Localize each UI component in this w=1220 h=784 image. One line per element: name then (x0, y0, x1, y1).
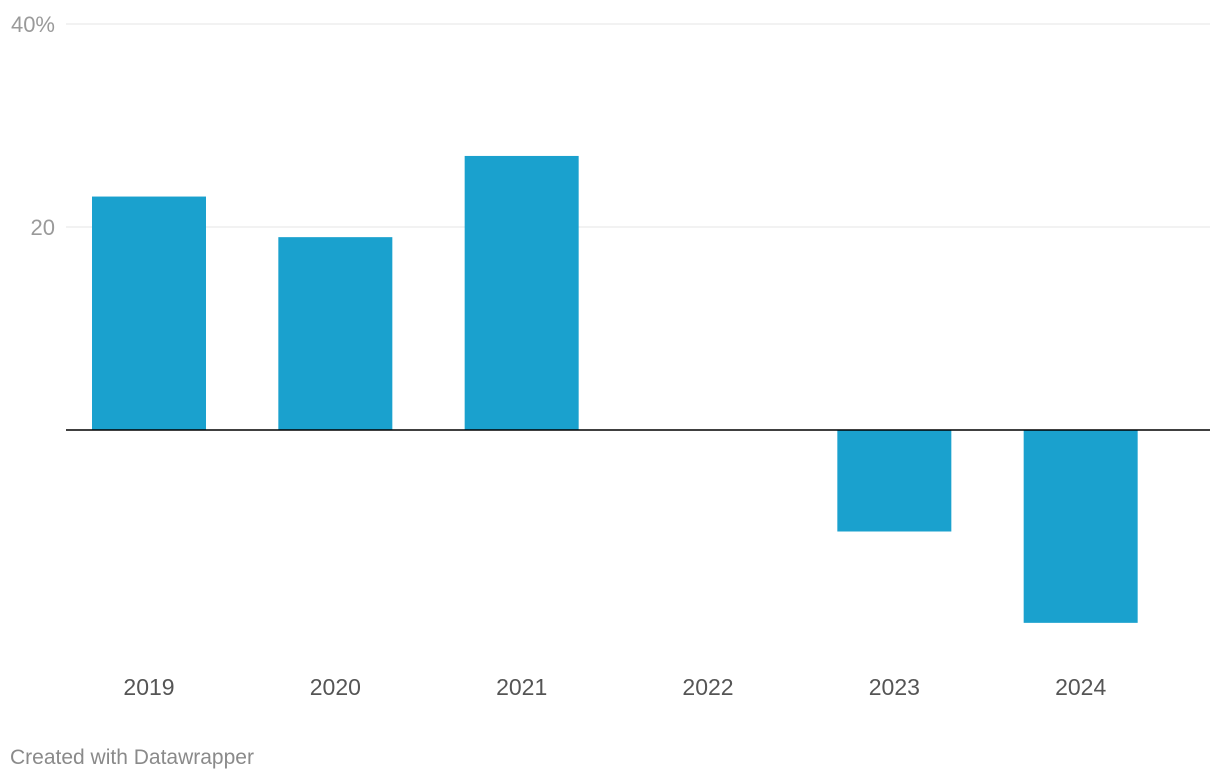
x-tick-label: 2024 (1055, 674, 1106, 700)
category-labels: 2019 2020 2021 2022 2023 2024 (123, 674, 1106, 700)
gridlines: 40% 20 (11, 12, 1210, 240)
credit-footer: Created with Datawrapper (10, 746, 254, 769)
bar-2021 (464, 155, 579, 430)
bar-2024 (1023, 430, 1138, 623)
x-tick-label: 2022 (682, 674, 733, 700)
x-tick-label: 2020 (310, 674, 361, 700)
bar-2020 (278, 237, 393, 430)
x-tick-label: 2023 (869, 674, 920, 700)
bar-2023 (837, 430, 952, 532)
x-tick-label: 2019 (123, 674, 174, 700)
bar-2019 (92, 196, 206, 430)
y-tick-label: 40% (11, 12, 55, 37)
bar-chart: 40% 20 2019 2020 2021 2022 2023 2024 (11, 12, 1210, 700)
bars (92, 155, 1138, 623)
x-tick-label: 2021 (496, 674, 547, 700)
y-tick-label: 20 (31, 215, 55, 240)
